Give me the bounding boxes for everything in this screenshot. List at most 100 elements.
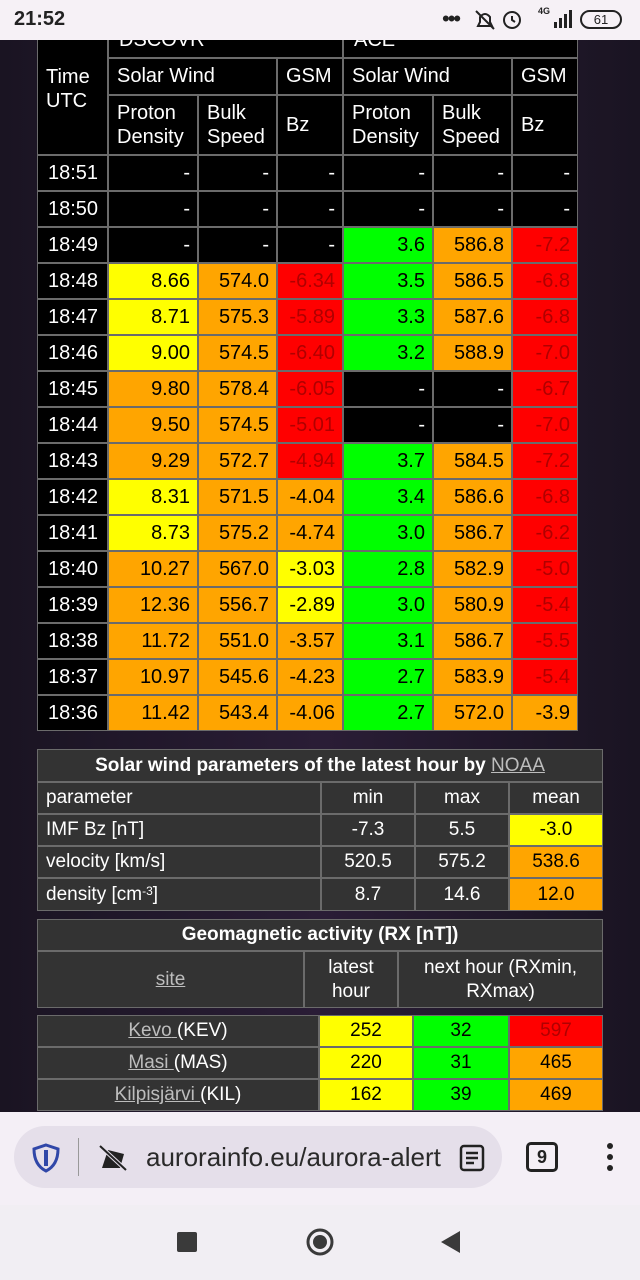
data-cell: 8.31	[108, 479, 198, 515]
url-pill[interactable]: aurorainfo.eu/aurora-alert	[14, 1126, 502, 1188]
data-cell: 574.5	[198, 335, 277, 371]
data-cell: -	[343, 407, 433, 443]
battery: 61	[580, 10, 622, 29]
subgroup-header: Solar Wind	[343, 58, 512, 95]
subgroup-header: GSM	[277, 58, 343, 95]
data-cell: 10.97	[108, 659, 198, 695]
data-cell: 572.0	[433, 695, 512, 731]
data-cell: 567.0	[198, 551, 277, 587]
time-cell: 18:46	[37, 335, 108, 371]
label-text: velocity [km/s]	[46, 851, 166, 872]
data-cell: -5.0	[512, 551, 578, 587]
data-cell: -6.7	[512, 371, 578, 407]
data-cell: -4.94	[277, 443, 343, 479]
time-cell: 18:49	[37, 227, 108, 263]
data-cell: -	[343, 371, 433, 407]
param-label: velocity [km/s]	[37, 846, 321, 878]
group-header: DSCOVR	[108, 40, 343, 58]
data-cell: -3.03	[277, 551, 343, 587]
param-label: IMF Bz [nT]	[37, 814, 321, 846]
site-code: (MAS)	[173, 1052, 228, 1073]
site-cell: Kevo (KEV)	[37, 1015, 319, 1047]
data-cell: 9.00	[108, 335, 198, 371]
data-cell: 583.9	[433, 659, 512, 695]
divider	[78, 1138, 79, 1176]
insecure-icon[interactable]	[98, 1142, 128, 1172]
data-cell: 3.5	[343, 263, 433, 299]
url[interactable]: aurorainfo.eu/aurora-alert	[146, 1142, 441, 1172]
back-button[interactable]	[441, 1231, 460, 1253]
column-header: Bulk Speed	[433, 95, 512, 155]
data-cell: -	[433, 155, 512, 191]
time-cell: 18:50	[37, 191, 108, 227]
data-cell: -	[277, 227, 343, 263]
data-cell: -6.8	[512, 299, 578, 335]
time-cell: 18:39	[37, 587, 108, 623]
data-cell: 3.0	[343, 587, 433, 623]
data-cell: -5.4	[512, 659, 578, 695]
site-cell: Masi (MAS)	[37, 1047, 319, 1079]
data-cell: -4.23	[277, 659, 343, 695]
data-cell: -	[198, 227, 277, 263]
data-cell: 572.7	[198, 443, 277, 479]
data-cell: 556.7	[198, 587, 277, 623]
data-cell: 2.8	[343, 551, 433, 587]
site-link[interactable]: Kevo	[128, 1020, 172, 1041]
home-dot	[313, 1235, 327, 1249]
data-cell: 575.2	[198, 515, 277, 551]
reader-icon[interactable]	[458, 1144, 486, 1172]
param-value: 12.0	[509, 878, 603, 911]
data-cell: 2.7	[343, 695, 433, 731]
dots: •••	[442, 6, 461, 31]
data-cell: 11.42	[108, 695, 198, 731]
menu-icon[interactable]	[602, 1142, 618, 1174]
param-value: 575.2	[415, 846, 509, 878]
subgroup-header: GSM	[512, 58, 578, 95]
rx-cell: 597	[509, 1015, 603, 1047]
site-link[interactable]: Kilpisjärvi	[114, 1084, 195, 1105]
noaa-title: Solar wind parameters of the latest hour…	[37, 749, 603, 782]
data-cell: 575.3	[198, 299, 277, 335]
data-cell: 3.1	[343, 623, 433, 659]
time-cell: 18:37	[37, 659, 108, 695]
data-cell: 12.36	[108, 587, 198, 623]
site-link[interactable]: Masi	[128, 1052, 169, 1073]
noaa-header: max	[415, 782, 509, 814]
data-cell: -6.05	[277, 371, 343, 407]
recents-button[interactable]	[177, 1232, 197, 1252]
data-cell: 578.4	[198, 371, 277, 407]
geo-header: next hour (RXmin, RXmax)	[398, 951, 603, 1008]
data-cell: 2.7	[343, 659, 433, 695]
data-cell: -	[277, 155, 343, 191]
data-cell: -	[433, 191, 512, 227]
geo-header: latest hour	[304, 951, 398, 1008]
data-cell: -4.74	[277, 515, 343, 551]
nav-bar	[0, 1205, 640, 1280]
param-value: -3.0	[509, 814, 603, 846]
data-cell: -6.34	[277, 263, 343, 299]
param-value: 5.5	[415, 814, 509, 846]
label-sup: -3	[142, 884, 153, 898]
data-cell: -	[433, 371, 512, 407]
data-cell: 574.5	[198, 407, 277, 443]
data-cell: -5.5	[512, 623, 578, 659]
data-cell: -6.40	[277, 335, 343, 371]
data-cell: 3.6	[343, 227, 433, 263]
geo-title: Geomagnetic activity (RX [nT])	[37, 919, 603, 951]
time-cell: 18:51	[37, 155, 108, 191]
network: 4G	[538, 6, 551, 16]
noaa-link[interactable]: NOAA	[491, 754, 545, 776]
subgroup-header: Solar Wind	[108, 58, 277, 95]
home-button[interactable]	[306, 1228, 334, 1256]
shield-icon[interactable]	[32, 1143, 60, 1173]
time-cell: 18:45	[37, 371, 108, 407]
tab-count[interactable]: 9	[526, 1142, 558, 1172]
data-cell: -	[343, 191, 433, 227]
title-text: Solar wind parameters of the latest hour…	[95, 754, 492, 776]
column-header: Bulk Speed	[198, 95, 277, 155]
data-cell: 9.29	[108, 443, 198, 479]
clock: 21:52	[14, 8, 66, 30]
data-cell: 586.8	[433, 227, 512, 263]
data-cell: 8.71	[108, 299, 198, 335]
